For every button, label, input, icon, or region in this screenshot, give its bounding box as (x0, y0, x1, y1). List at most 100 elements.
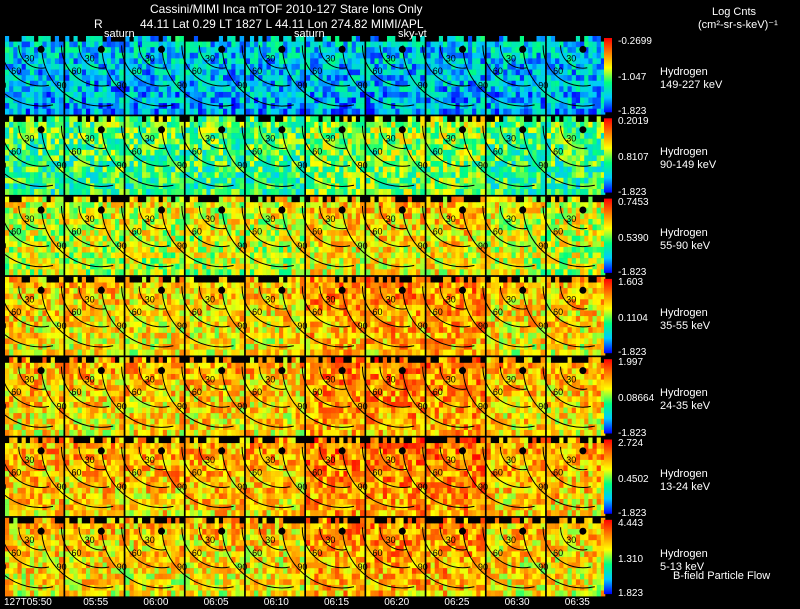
heatmap-cell (94, 258, 99, 265)
heatmap-cell (34, 218, 39, 225)
heatmap-cell (21, 202, 27, 209)
heatmap-cell (245, 263, 251, 270)
heatmap-cell (125, 241, 130, 248)
heatmap-cell (115, 258, 120, 265)
heatmap-cell (245, 103, 251, 109)
heatmap-cell (162, 58, 168, 65)
heatmap-cell (133, 183, 139, 190)
heatmap-cell (171, 224, 176, 231)
heatmap-cell (81, 41, 87, 48)
heatmap-cell (430, 36, 436, 42)
heatmap-cell (386, 149, 392, 156)
heatmap-cell (370, 189, 375, 195)
heatmap-cell (227, 47, 232, 54)
heatmap-cell (555, 103, 560, 109)
heatmap-cell (214, 161, 220, 167)
heatmap-cell (94, 138, 99, 145)
heatmap-cell (90, 230, 95, 237)
heatmap-cell (142, 75, 147, 82)
heatmap-cell (420, 161, 425, 167)
heatmap-cell (119, 224, 124, 231)
heatmap-cell (310, 127, 315, 134)
heatmap-cell (119, 258, 124, 265)
heatmap-cell (463, 47, 469, 54)
heatmap-cell (550, 91, 556, 98)
heatmap-cell (600, 52, 606, 59)
heatmap-cell (503, 144, 508, 151)
heatmap-cell (511, 189, 516, 195)
heatmap-cell (563, 108, 568, 115)
heatmap-cell (90, 183, 95, 190)
heatmap-cell (395, 41, 400, 48)
heatmap-cell (119, 230, 124, 237)
heatmap-cell (110, 116, 116, 123)
heatmap-cell (85, 258, 91, 265)
heatmap-cell (235, 196, 240, 203)
heatmap-cell (214, 116, 220, 123)
heatmap-cell (355, 97, 361, 104)
heatmap-cell (291, 172, 296, 179)
heatmap-cell (532, 183, 537, 190)
heatmap-cell (291, 36, 296, 42)
heatmap-cell (239, 177, 245, 184)
heatmap-cell (258, 108, 263, 115)
heatmap-cell (299, 52, 305, 59)
heatmap-cell (13, 91, 18, 98)
heatmap-cell (150, 207, 155, 214)
heatmap-cell (330, 41, 336, 48)
heatmap-cell (447, 121, 452, 128)
heatmap-cell (536, 86, 541, 93)
heatmap-cell (455, 177, 460, 184)
heatmap-cell (314, 75, 319, 82)
heatmap-cell (270, 108, 276, 115)
heatmap-cell (532, 86, 537, 93)
heatmap-cell (5, 121, 10, 128)
heatmap-cell (507, 121, 512, 128)
heatmap-cell (227, 41, 232, 48)
heatmap-cell (142, 121, 147, 128)
heatmap-cell (266, 207, 272, 214)
heatmap-cell (227, 269, 232, 276)
heatmap-cell (430, 41, 436, 48)
heatmap-cell (146, 121, 151, 128)
heatmap-cell (403, 166, 409, 173)
heatmap-cell (258, 155, 263, 162)
heatmap-cell (9, 75, 14, 82)
heatmap-cell (158, 144, 164, 151)
heatmap-cell (476, 103, 481, 109)
heatmap-cell (254, 75, 259, 82)
heatmap-cell (592, 166, 597, 173)
heatmap-cell (158, 172, 164, 179)
heatmap-cell (299, 149, 305, 156)
heatmap-cell (125, 127, 130, 134)
heatmap-cell (171, 252, 176, 259)
heatmap-cell (29, 116, 35, 123)
heatmap-cell (270, 189, 276, 195)
heatmap-cell (185, 108, 191, 115)
heatmap-cell (266, 69, 272, 76)
heatmap-cell (73, 213, 78, 220)
heatmap-cell (59, 263, 64, 270)
heatmap-cell (499, 161, 504, 167)
heatmap-cell (258, 36, 263, 42)
heatmap-cell (563, 36, 568, 42)
heatmap-cell (407, 75, 413, 82)
heatmap-cell (600, 133, 606, 139)
contour-label: 60 (433, 66, 443, 76)
heatmap-cell (258, 41, 263, 48)
heatmap-cell (42, 80, 47, 87)
heatmap-cell (202, 52, 207, 59)
heatmap-cell (125, 41, 130, 48)
heatmap-cell (480, 63, 485, 70)
heatmap-cell (575, 80, 581, 87)
heatmap-cell (25, 127, 31, 134)
heatmap-cell (137, 144, 143, 151)
heatmap-cell (162, 172, 168, 179)
heatmap-cell (291, 121, 296, 128)
heatmap-cell (262, 144, 267, 151)
contour-line (281, 125, 355, 187)
heatmap-cell (125, 166, 130, 173)
heatmap-cell (575, 144, 581, 151)
heatmap-cell (198, 183, 203, 190)
heatmap-cell (85, 230, 91, 237)
